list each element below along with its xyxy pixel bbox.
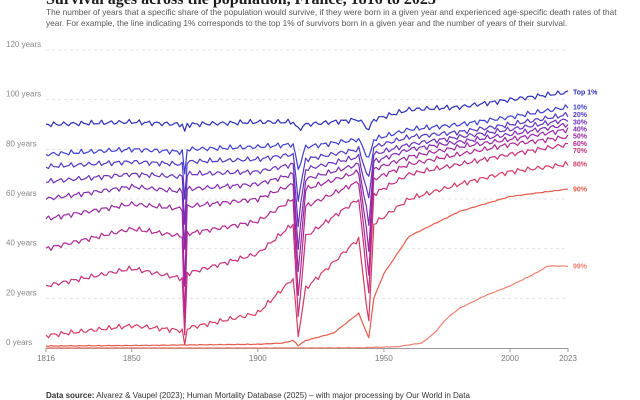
y-tick-label: 100 years xyxy=(6,90,41,99)
series-end-label: 40% xyxy=(573,126,588,133)
data-source-note: Data source: Alvarez & Vaupel (2023); Hu… xyxy=(46,391,470,400)
series-end-label: 70% xyxy=(573,148,588,155)
x-tick-label: 1850 xyxy=(123,354,141,363)
x-tick-label: 2000 xyxy=(501,354,519,363)
data-source-label: Data source: xyxy=(46,391,95,400)
series-end-label: 10% xyxy=(573,105,588,112)
series-line xyxy=(45,122,569,250)
series-labels: Top 1% 10%20%30%40%50%60%70% 80% 90% 99% xyxy=(573,90,598,271)
x-tick-label: 2023 xyxy=(559,354,577,363)
series-lines xyxy=(45,90,569,349)
series-line xyxy=(45,127,569,287)
series-line xyxy=(45,90,569,132)
x-tick-label: 1900 xyxy=(249,354,267,363)
series-end-label: 20% xyxy=(573,112,588,119)
series-line xyxy=(45,161,569,346)
data-source-text: Alvarez & Vaupel (2023); Human Mortality… xyxy=(96,391,470,400)
series-end-label: 50% xyxy=(573,134,588,141)
chart-subtitle: The number of years that a specific shar… xyxy=(46,7,617,28)
series-end-label: 99% xyxy=(573,264,588,271)
series-line xyxy=(45,118,569,228)
series-end-label: 30% xyxy=(573,119,588,126)
series-line xyxy=(45,134,569,319)
series-end-label: 60% xyxy=(573,141,588,148)
y-tick-label: 120 years xyxy=(6,40,41,49)
series-line xyxy=(45,111,569,203)
y-tick-label: 0 years xyxy=(6,338,32,347)
grid-lines xyxy=(46,49,568,299)
series-line xyxy=(45,104,569,175)
y-tick-label: 40 years xyxy=(6,239,37,248)
series-end-label: Top 1% xyxy=(573,90,598,97)
series-line xyxy=(46,265,569,349)
chart-title: Survival ages across the population, Fra… xyxy=(46,0,626,9)
y-tick-label: 60 years xyxy=(6,189,37,198)
series-line xyxy=(45,188,569,347)
x-tick-label: 1950 xyxy=(375,354,393,363)
y-tick-label: 20 years xyxy=(6,288,37,297)
series-end-label: 90% xyxy=(573,187,588,194)
series-end-label: 80% xyxy=(573,162,588,169)
x-tick-label: 1816 xyxy=(37,354,55,363)
y-tick-label: 80 years xyxy=(6,139,37,148)
series-line xyxy=(45,142,569,336)
